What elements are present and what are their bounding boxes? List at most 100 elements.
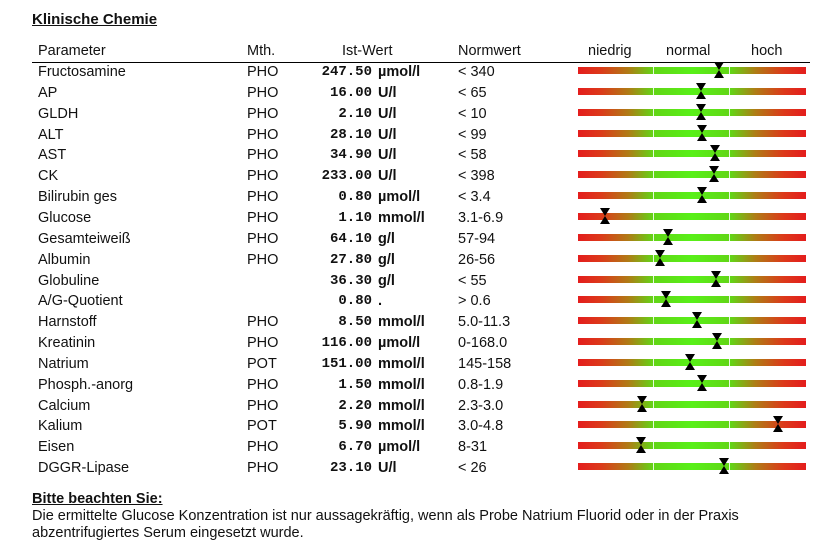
parameter-name: Globuline: [38, 272, 100, 289]
range-gauge: [578, 207, 806, 224]
result-value: 5.90: [338, 418, 372, 435]
range-gauge: [578, 458, 806, 475]
gauge-tick: [729, 108, 730, 116]
table-row: A/G-Quotient 0.80. > 0.6: [32, 291, 810, 312]
result-unit: µmol/l: [378, 64, 421, 80]
gauge-tick: [729, 67, 730, 74]
range-gauge: [578, 228, 806, 245]
range-gauge: [578, 166, 806, 183]
result-value: 0.80: [338, 189, 372, 206]
method-code: PHO: [247, 460, 279, 477]
gauge-tick: [729, 317, 730, 325]
parameter-name: AP: [38, 84, 58, 101]
gauge-bar: [578, 254, 806, 262]
gauge-tick: [653, 129, 654, 137]
hourglass-marker-icon: [709, 145, 720, 162]
range-gauge: [578, 333, 806, 350]
reference-range: < 55: [458, 272, 487, 289]
hourglass-marker-icon: [655, 249, 666, 266]
range-gauge: [578, 291, 806, 308]
result-value: 36.30: [329, 272, 372, 289]
result-unit: U/l: [378, 460, 397, 477]
range-gauge: [578, 103, 806, 120]
method-code: PHO: [247, 168, 279, 185]
gauge-tick: [729, 463, 730, 471]
reference-range: < 26: [458, 460, 487, 477]
gauge-tick: [653, 358, 654, 366]
gauge-tick: [653, 150, 654, 158]
result-unit: g/l: [378, 272, 395, 289]
result-unit: .: [378, 293, 383, 310]
gauge-bar: [578, 317, 806, 325]
method-code: POT: [247, 355, 277, 372]
gauge-tick: [729, 421, 730, 429]
gauge-tick: [653, 87, 654, 95]
gauge-bar: [578, 421, 806, 429]
parameter-name: AST: [38, 147, 67, 164]
hourglass-marker-icon: [696, 103, 707, 120]
reference-range: 2.3-3.0: [458, 397, 504, 414]
gauge-tick: [653, 421, 654, 429]
table-row: GLDH PHO 2.10 U/l < 10: [32, 103, 810, 125]
gauge-bar: [578, 108, 806, 116]
method-code: PHO: [247, 126, 279, 143]
gauge-tick: [729, 192, 730, 200]
result-unit: U/l: [378, 168, 397, 185]
table-row: Globuline 36.30 g/l < 55: [32, 270, 810, 292]
result-value: 34.90: [329, 147, 372, 164]
gauge-tick: [729, 275, 730, 283]
method-code: PHO: [247, 397, 279, 414]
note-text: Die ermittelte Glucose Konzentration ist…: [32, 508, 739, 541]
header-high: hoch: [751, 43, 783, 59]
result-value: 8.50: [338, 314, 372, 331]
header-normal: normal: [666, 43, 711, 59]
table-row: Natrium POT 151.00 mmol/l 145-158: [32, 353, 810, 375]
range-gauge: [578, 82, 806, 99]
gauge-tick: [653, 254, 654, 262]
hourglass-marker-icon: [697, 124, 708, 141]
gauge-bar: [578, 129, 806, 137]
table-row: Albumin PHO 27.80 g/l 26-56: [32, 249, 810, 271]
reference-range: 0.8-1.9: [458, 376, 504, 393]
method-code: PHO: [247, 189, 279, 206]
hourglass-marker-icon: [708, 166, 719, 183]
result-value: 1.50: [338, 376, 372, 393]
gauge-bar: [578, 233, 806, 241]
result-value: 16.00: [329, 84, 372, 101]
table-row: AP PHO 16.00 U/l < 65: [32, 82, 810, 104]
gauge-tick: [729, 400, 730, 408]
parameter-name: Harnstoff: [38, 314, 97, 331]
gauge-tick: [653, 338, 654, 346]
gauge-bar: [578, 67, 806, 74]
reference-range: 145-158: [458, 355, 512, 372]
header-method: Mth.: [247, 43, 276, 59]
result-unit: g/l: [378, 251, 395, 268]
table-row: Eisen PHO 6.70 µmol/l 8-31: [32, 437, 810, 458]
method-code: PHO: [247, 335, 279, 352]
range-gauge: [578, 249, 806, 266]
gauge-tick: [729, 87, 730, 95]
range-gauge: [578, 187, 806, 204]
result-unit: mmol/l: [378, 314, 425, 331]
result-value: 151.00: [321, 355, 372, 372]
reference-range: 57-94: [458, 230, 496, 247]
gauge-bar: [578, 212, 806, 220]
gauge-tick: [729, 150, 730, 158]
table-row: Bilirubin ges PHO 0.80 µmol/l < 3.4: [32, 187, 810, 208]
result-value: 0.80: [338, 293, 372, 310]
result-value: 28.10: [329, 126, 372, 143]
reference-range: < 99: [458, 126, 487, 143]
parameter-name: Kalium: [38, 418, 83, 435]
method-code: PHO: [247, 105, 279, 122]
gauge-tick: [729, 171, 730, 179]
gauge-tick: [729, 358, 730, 366]
gauge-tick: [653, 108, 654, 116]
hourglass-marker-icon: [718, 458, 729, 475]
gauge-bar: [578, 442, 806, 450]
hourglass-marker-icon: [714, 62, 725, 78]
gauge-tick: [729, 379, 730, 387]
gauge-tick: [653, 171, 654, 179]
method-code: PHO: [247, 230, 279, 247]
table-row: AST PHO 34.90 U/l < 58: [32, 145, 810, 166]
reference-range: 3.1-6.9: [458, 209, 504, 226]
